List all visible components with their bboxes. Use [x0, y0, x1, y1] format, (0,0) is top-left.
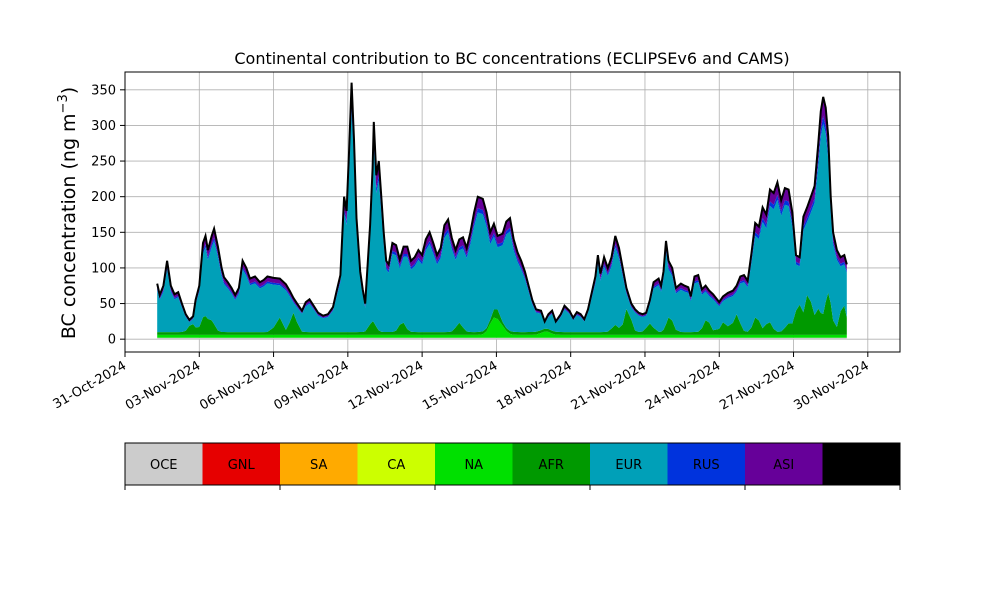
y-tick-label: 150: [91, 226, 116, 241]
y-tick-label: 300: [91, 119, 116, 134]
legend-swatch-eur: [590, 443, 668, 485]
legend-colorbar: OCE GNL SA CA NA AFR EUR RUS ASI AUS: [124, 442, 901, 490]
legend-label-na: NA: [464, 458, 483, 473]
legend-label-eur: EUR: [615, 458, 642, 473]
x-tick-label: 15-Nov-2024: [420, 358, 500, 413]
y-tick-label: 350: [91, 83, 116, 98]
y-tick-label: 50: [99, 297, 116, 312]
legend-label-ca: CA: [387, 458, 405, 473]
legend-swatch-asi: [745, 443, 823, 485]
legend-label-asi: ASI: [773, 458, 794, 473]
legend-swatch-oce: [125, 443, 203, 485]
x-tick-label: 31-Oct-2024: [51, 358, 129, 412]
y-tick-label: 100: [91, 261, 116, 276]
y-axis-label: BC concentration (ng m−3): [56, 87, 80, 339]
x-tick-label: 18-Nov-2024: [494, 358, 574, 413]
y-tick-label: 250: [91, 155, 116, 170]
legend-swatch-aus: [822, 443, 901, 485]
legend-label-afr: AFR: [539, 458, 564, 473]
x-tick-label: 06-Nov-2024: [197, 358, 277, 413]
x-tick-label: 30-Nov-2024: [792, 358, 872, 413]
legend-label-sa: SA: [310, 458, 327, 473]
x-tick-label: 21-Nov-2024: [569, 358, 649, 413]
legend-swatch-rus: [667, 443, 746, 485]
legend-swatch-gnl: [202, 443, 281, 485]
chart-title: Continental contribution to BC concentra…: [234, 49, 789, 68]
y-tick-label: 0: [108, 333, 116, 348]
area-eur: [157, 110, 847, 333]
legend-label-oce: OCE: [150, 458, 178, 473]
legend-label-rus: RUS: [693, 458, 720, 473]
y-tick-label: 200: [91, 190, 116, 205]
area-na: [157, 317, 847, 338]
x-tick-label: 03-Nov-2024: [123, 358, 203, 413]
legend-swatch-ca: [357, 443, 436, 485]
legend-label-aus: AUS: [848, 458, 875, 473]
x-tick-label: 12-Nov-2024: [346, 358, 426, 413]
legend-swatch-sa: [280, 443, 358, 485]
x-tick-label: 09-Nov-2024: [272, 358, 352, 413]
legend-swatch-na: [435, 443, 513, 485]
x-tick-label: 24-Nov-2024: [643, 358, 723, 413]
axes-frame: [124, 71, 901, 353]
legend-label-gnl: GNL: [228, 458, 256, 473]
legend-swatch-afr: [512, 443, 591, 485]
x-tick-label: 27-Nov-2024: [717, 358, 797, 413]
plot-area: 0 50 100 150 200 250 300 350 31-Oct-202403-Nov-2…: [51, 71, 901, 413]
legend-frame: [124, 442, 901, 486]
area-oce: [157, 337, 847, 340]
area-aus-line: [156, 82, 848, 324]
